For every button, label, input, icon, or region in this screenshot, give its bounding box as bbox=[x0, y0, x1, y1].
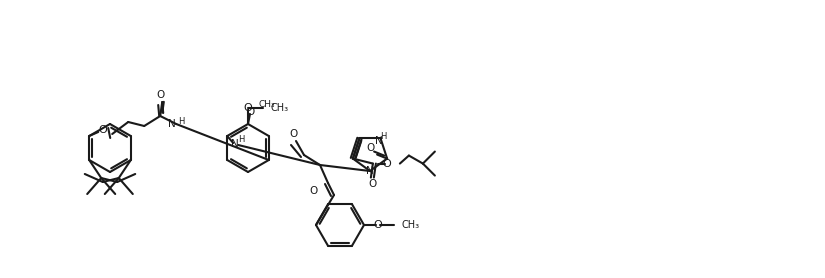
Text: O: O bbox=[289, 129, 297, 139]
Text: O: O bbox=[366, 143, 375, 153]
Text: O: O bbox=[383, 158, 391, 168]
Text: N: N bbox=[375, 136, 383, 147]
Text: O: O bbox=[374, 220, 382, 230]
Text: O: O bbox=[246, 107, 254, 117]
Text: N: N bbox=[231, 139, 239, 149]
Text: N: N bbox=[366, 166, 374, 176]
Text: O: O bbox=[99, 125, 107, 135]
Text: O: O bbox=[369, 178, 377, 188]
Text: O: O bbox=[309, 186, 318, 196]
Text: H: H bbox=[380, 132, 387, 141]
Text: CH₃: CH₃ bbox=[401, 220, 419, 230]
Text: H: H bbox=[238, 135, 244, 143]
Text: H: H bbox=[178, 116, 185, 125]
Text: CH₃: CH₃ bbox=[270, 103, 288, 113]
Text: N: N bbox=[168, 119, 177, 129]
Text: O: O bbox=[156, 90, 164, 100]
Text: O: O bbox=[243, 103, 252, 113]
Text: CH₃: CH₃ bbox=[258, 100, 275, 108]
